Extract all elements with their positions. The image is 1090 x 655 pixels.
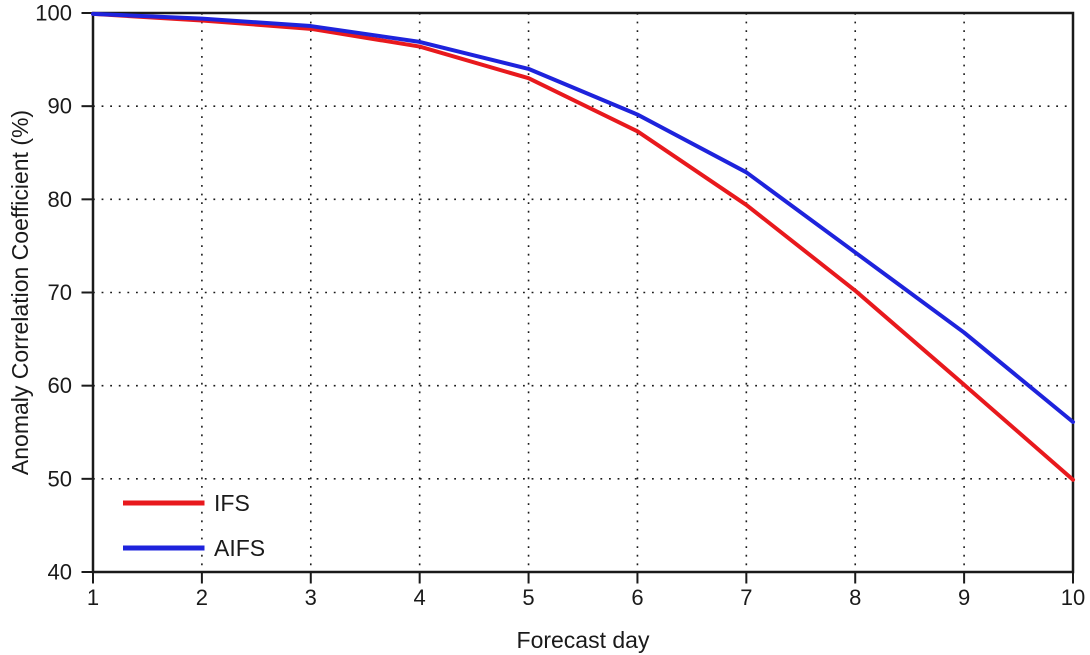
- x-tick-label-4: 4: [414, 585, 426, 610]
- legend: IFS AIFS: [123, 490, 265, 561]
- gridlines: [93, 13, 1073, 572]
- axis-ticks: [81, 12, 1074, 584]
- tick-labels: 1 2 3 4 5 6 7 8 9 10 40 50 60 70 80 90 100: [35, 1, 1085, 611]
- y-tick-label-90: 90: [48, 94, 72, 119]
- series-line-ifs: [91, 11, 1075, 482]
- legend-label-aifs: AIFS: [214, 535, 265, 561]
- y-tick-label-100: 100: [35, 1, 72, 26]
- x-tick-label-6: 6: [631, 585, 643, 610]
- x-tick-label-2: 2: [196, 585, 208, 610]
- y-tick-label-50: 50: [48, 466, 72, 491]
- plot-frame: [91, 11, 1075, 574]
- series-line-aifs: [91, 11, 1075, 425]
- legend-label-ifs: IFS: [214, 490, 250, 516]
- plot-border: [91, 11, 1075, 574]
- x-axis-title: Forecast day: [517, 627, 650, 653]
- x-tick-label-8: 8: [849, 585, 861, 610]
- x-tick-label-10: 10: [1061, 585, 1085, 610]
- x-tick-label-9: 9: [958, 585, 970, 610]
- x-tick-label-1: 1: [87, 585, 99, 610]
- x-tick-label-3: 3: [305, 585, 317, 610]
- x-tick-label-7: 7: [740, 585, 752, 610]
- y-tick-label-60: 60: [48, 373, 72, 398]
- series-lines: [91, 11, 1075, 482]
- y-axis-title: Anomaly Correlation Coefficient (%): [7, 110, 33, 475]
- x-tick-label-5: 5: [522, 585, 534, 610]
- y-tick-label-40: 40: [48, 560, 72, 585]
- y-tick-label-80: 80: [48, 187, 72, 212]
- y-tick-label-70: 70: [48, 280, 72, 305]
